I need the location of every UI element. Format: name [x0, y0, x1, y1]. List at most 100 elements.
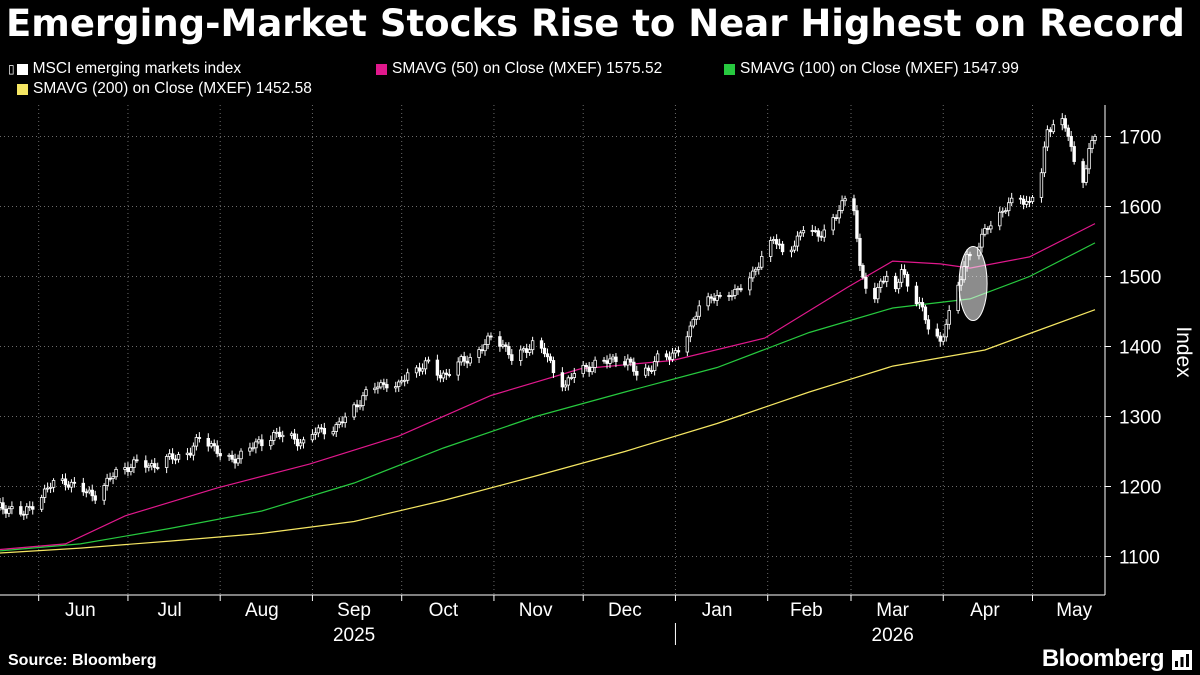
- candle-body: [914, 285, 919, 305]
- candle-body: [902, 269, 907, 275]
- candle-body: [566, 377, 571, 386]
- x-tick-label: Sep: [337, 600, 371, 621]
- candle-body: [194, 437, 199, 447]
- candle-body: [998, 211, 1002, 227]
- candle-body: [69, 481, 74, 488]
- candle-body: [239, 450, 243, 460]
- candle-body: [1072, 146, 1076, 162]
- candle-body: [414, 367, 419, 374]
- candle-body: [780, 243, 785, 253]
- candle-body: [251, 447, 255, 450]
- candle-body: [164, 456, 169, 468]
- candle-body: [938, 335, 942, 342]
- candle-body: [435, 359, 440, 376]
- candle-body: [486, 335, 490, 345]
- candle-body: [1060, 118, 1064, 126]
- candle-body: [572, 373, 576, 378]
- candle-body: [1, 502, 5, 510]
- candle-body: [843, 198, 847, 202]
- candle-body: [126, 467, 130, 473]
- candle-body: [441, 372, 446, 379]
- candle-body: [206, 438, 210, 447]
- candle-body: [1009, 197, 1014, 204]
- x-tick-label: Nov: [519, 600, 553, 621]
- series-line-sma100: [0, 242, 1096, 552]
- candle-body: [19, 506, 23, 515]
- y-tick-label: 1600: [1119, 198, 1161, 219]
- candle-body: [611, 356, 615, 360]
- candle-body: [876, 287, 880, 300]
- candle-body: [548, 356, 553, 361]
- candle-body: [551, 360, 556, 374]
- candle-body: [483, 344, 487, 352]
- candle-body: [1090, 140, 1094, 149]
- candle-body: [748, 277, 752, 291]
- candle-body: [477, 349, 481, 358]
- candle-body: [1063, 118, 1067, 129]
- candle-body: [664, 353, 669, 358]
- candle-body: [331, 431, 335, 435]
- candle-body: [885, 275, 889, 282]
- candle-body: [1087, 148, 1091, 170]
- candle-body: [1045, 129, 1050, 148]
- candle-body: [42, 488, 47, 498]
- candle-body: [926, 319, 931, 330]
- candle-body: [858, 237, 862, 266]
- x-tick-label: Jul: [157, 600, 181, 621]
- candle-body: [980, 233, 984, 248]
- candle-body: [358, 405, 362, 408]
- candle-body: [673, 350, 678, 354]
- legend-item-sma50: SMAVG (50) on Close (MXEF) 1575.52: [376, 60, 662, 78]
- candle-body: [102, 485, 106, 501]
- candle-body: [39, 497, 44, 510]
- x-tick-label: May: [1056, 600, 1092, 621]
- candle-body: [147, 465, 151, 468]
- candle-body: [355, 404, 359, 408]
- series-line-sma50: [0, 223, 1096, 551]
- candle-body: [402, 379, 407, 382]
- candle-body: [691, 318, 696, 327]
- candle-body: [923, 306, 928, 321]
- candle-body: [230, 454, 234, 460]
- candle-body: [248, 447, 252, 452]
- candle-body: [706, 296, 710, 307]
- y-axis-label: Index: [1172, 326, 1195, 378]
- candle-body: [227, 454, 231, 457]
- candle-body: [275, 431, 279, 434]
- candle-body: [694, 315, 698, 320]
- candle-body: [340, 421, 344, 424]
- candle-body: [447, 374, 452, 376]
- candle-body: [272, 432, 276, 441]
- candle-body: [322, 427, 327, 435]
- legend-item-sma200: SMAVG (200) on Close (MXEF) 1452.58: [17, 80, 312, 98]
- candle-body: [480, 349, 484, 352]
- candle-body: [861, 265, 865, 278]
- candle-body: [84, 491, 88, 494]
- candle-body: [602, 359, 606, 362]
- candle-body: [66, 484, 71, 488]
- candle-body: [489, 335, 493, 338]
- legend-label-sma200: SMAVG (200) on Close (MXEF) 1452.58: [33, 80, 312, 97]
- candle-body: [855, 210, 859, 239]
- candle-body: [1081, 161, 1085, 183]
- candle-body: [280, 434, 285, 438]
- highlight-ellipse: [958, 246, 988, 321]
- candle-body: [114, 468, 118, 478]
- legend-swatch-sma50: [376, 63, 387, 75]
- candle-body: [864, 276, 868, 289]
- candle-body: [751, 270, 755, 279]
- candle-body: [444, 372, 449, 375]
- candle-body: [257, 439, 261, 443]
- candle-body: [1024, 200, 1029, 205]
- candle-body: [542, 347, 547, 355]
- candle-body: [236, 458, 240, 464]
- candle-body: [882, 280, 886, 283]
- candle-body: [510, 354, 514, 361]
- candle-body: [685, 336, 690, 353]
- candle-body: [385, 384, 389, 389]
- candle-body: [352, 404, 356, 418]
- candle-body: [831, 217, 835, 231]
- candle-body: [614, 356, 618, 362]
- candle-body: [22, 513, 26, 516]
- candle-body: [215, 445, 219, 454]
